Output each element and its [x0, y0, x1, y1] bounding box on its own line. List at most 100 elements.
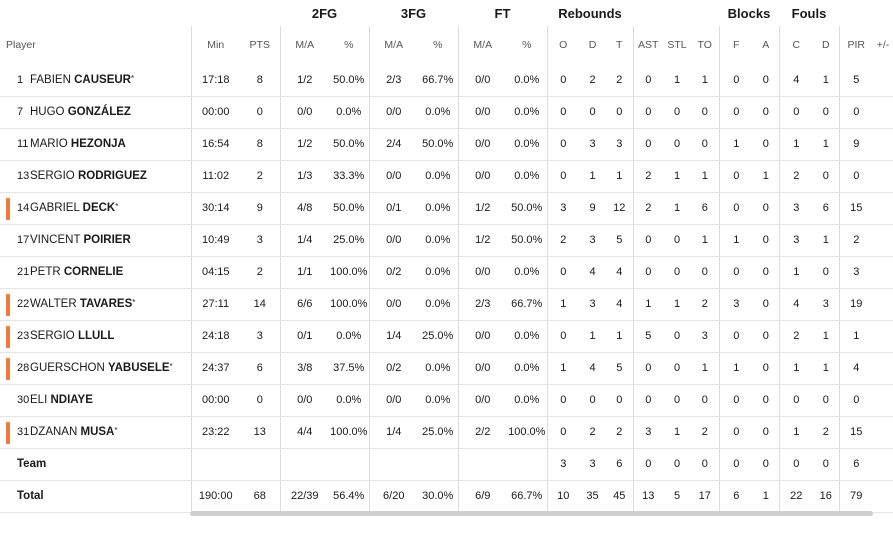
col-header-blocks-f[interactable]: F — [718, 26, 753, 64]
cell-ast: 0 — [632, 448, 663, 481]
group-header-row: 2FG 3FG FT Rebounds Blocks Fouls — [0, 0, 893, 26]
table-row[interactable]: 30ELI NDIAYE 00:00 0 0/0 0.0% 0/0 0.0% 0/0 0.0% 0… — [0, 384, 893, 417]
col-header-ft-ma[interactable]: M/A — [457, 26, 507, 64]
player-cell[interactable]: 30ELI NDIAYE — [0, 384, 191, 417]
cell-t: 4 — [606, 256, 633, 289]
col-header-pts[interactable]: PTS — [249, 39, 270, 51]
table-row[interactable]: 1 FABIEN CAUSEUR* 17:18 8 1/2 50.0% 2/3 66.7% 0/… — [0, 64, 893, 97]
cell-pm — [873, 256, 893, 289]
col-header-ast[interactable]: AST — [632, 26, 663, 64]
horizontal-scrollbar[interactable] — [190, 511, 873, 516]
cell-ast: 3 — [632, 416, 663, 449]
col-header-o[interactable]: O — [546, 26, 579, 64]
player-last-name: HEZONJA — [70, 138, 126, 150]
cell-pir: 0 — [838, 384, 873, 417]
table-row[interactable]: 23SERGIO LLULL 24:18 3 0/1 0.0% 1/4 25.0% 0/0 0.… — [0, 320, 893, 353]
col-header-plus-minus[interactable]: +/- — [876, 39, 890, 51]
cell-pm — [873, 288, 893, 321]
cell-ft-pct: 0.0% — [507, 96, 547, 129]
player-cell[interactable]: 23SERGIO LLULL — [0, 320, 191, 353]
player-number: 1 — [17, 73, 24, 86]
cell-fd: 0 — [813, 448, 839, 481]
col-header-t[interactable]: T — [616, 39, 623, 51]
player-first-name: DZANAN — [30, 426, 78, 438]
col-header-stl[interactable]: STL — [667, 39, 687, 51]
cell-d: 35 — [579, 480, 606, 513]
cell-to: 1 — [691, 160, 719, 193]
table-row[interactable]: 17VINCENT POIRIER 10:49 3 1/4 25.0% 0/0 0.0% 1/… — [0, 224, 893, 257]
cell-min: 17:18 — [190, 64, 240, 97]
cell-pts: 0 — [240, 96, 280, 129]
cell-t: 3 — [606, 128, 633, 161]
cell-ft-ma: 6/9 — [457, 480, 507, 513]
col-header-2fg-pct[interactable]: % — [344, 39, 354, 51]
cell-ft-ma: 1/2 — [457, 224, 507, 257]
starter-star: * — [169, 362, 173, 371]
table-row[interactable]: 14GABRIEL DECK* 30:14 9 4/8 50.0% 0/1 0.0% 1/2 5… — [0, 192, 893, 225]
player-last-name: DECK — [82, 202, 116, 214]
cell-fd: 1 — [813, 352, 839, 385]
col-header-3fg-ma[interactable]: M/A — [368, 26, 418, 64]
cell-ft-ma: 0/0 — [457, 128, 507, 161]
player-cell[interactable]: 1 FABIEN CAUSEUR* — [0, 64, 191, 97]
col-header-fouls-d[interactable]: D — [821, 39, 830, 51]
player-name[interactable]: HUGO GONZÁLEZ — [30, 106, 131, 118]
col-header-pir[interactable]: PIR — [838, 26, 873, 64]
column-header-row: Player Min PTS M/A % M/A % M/A % O D T A… — [0, 26, 893, 64]
cell-t: 1 — [606, 320, 633, 353]
col-header-3fg-pct[interactable]: % — [433, 39, 443, 51]
cell-min: 04:15 — [190, 256, 240, 289]
player-cell[interactable]: 22WALTER TAVARES* — [0, 288, 191, 321]
cell-bf: 0 — [718, 64, 753, 97]
player-name[interactable]: WALTER TAVARES* — [30, 298, 135, 310]
player-name[interactable]: FABIEN CAUSEUR* — [30, 74, 134, 86]
table-row[interactable]: 13SERGIO RODRIGUEZ 11:02 2 1/3 33.3% 0/0 0.0% 0… — [0, 160, 893, 193]
col-header-min[interactable]: Min — [190, 26, 240, 64]
cell-pts — [240, 448, 280, 481]
col-header-2fg-ma[interactable]: M/A — [279, 26, 329, 64]
player-first-name: GABRIEL — [30, 202, 80, 214]
player-name[interactable]: SERGIO RODRIGUEZ — [30, 170, 147, 182]
player-name[interactable]: PETR CORNELIE — [30, 266, 123, 278]
col-header-player[interactable]: Player — [6, 39, 36, 51]
table-row[interactable]: 7 HUGO GONZÁLEZ 00:00 0 0/0 0.0% 0/0 0.0% 0/0 0.0… — [0, 96, 893, 129]
player-cell[interactable]: 31DZANAN MUSA* — [0, 416, 191, 449]
col-header-ft-pct[interactable]: % — [522, 39, 532, 51]
table-row[interactable]: 28GUERSCHON YABUSELE* 24:37 6 3/8 37.5% 0/2 0.… — [0, 352, 893, 385]
player-cell[interactable]: 21PETR CORNELIE — [0, 256, 191, 289]
player-name[interactable]: SERGIO LLULL — [30, 330, 114, 342]
cell-fg2-ma — [279, 448, 329, 481]
player-cell[interactable]: 13SERGIO RODRIGUEZ — [0, 160, 191, 193]
player-name[interactable]: ELI NDIAYE — [30, 394, 93, 406]
cell-o: 0 — [546, 416, 579, 449]
player-last-name: MUSA — [80, 426, 115, 438]
player-name[interactable]: DZANAN MUSA* — [30, 426, 117, 438]
col-header-d[interactable]: D — [588, 39, 597, 51]
player-name[interactable]: MARIO HEZONJA — [30, 138, 126, 150]
table-row[interactable]: 11 MARIO HEZONJA 16:54 8 1/2 50.0% 2/4 50.0% 0/0… — [0, 128, 893, 161]
col-header-blocks-a[interactable]: A — [762, 39, 770, 51]
player-cell[interactable]: 11 MARIO HEZONJA — [0, 128, 191, 161]
table-row[interactable]: 21PETR CORNELIE 04:15 2 1/1 100.0% 0/2 0.0% 0/0… — [0, 256, 893, 289]
cell-fc: 0 — [778, 384, 813, 417]
cell-stl: 1 — [663, 288, 691, 321]
cell-pir: 3 — [838, 256, 873, 289]
col-header-to[interactable]: TO — [697, 39, 712, 51]
table-row[interactable]: 31DZANAN MUSA* 23:22 13 4/4 100.0% 1/4 25.0% 2/… — [0, 416, 893, 449]
cell-fd: 1 — [813, 64, 839, 97]
cell-o: 0 — [546, 320, 579, 353]
cell-fd: 16 — [813, 480, 839, 513]
player-cell[interactable]: 14GABRIEL DECK* — [0, 192, 191, 225]
player-cell[interactable]: 7 HUGO GONZÁLEZ — [0, 96, 191, 129]
player-cell[interactable]: 17VINCENT POIRIER — [0, 224, 191, 257]
cell-stl: 0 — [663, 224, 691, 257]
cell-fg3-pct: 0.0% — [418, 352, 458, 385]
player-name[interactable]: GUERSCHON YABUSELE* — [30, 362, 173, 374]
player-cell[interactable]: 28GUERSCHON YABUSELE* — [0, 352, 191, 385]
player-name[interactable]: VINCENT POIRIER — [30, 234, 131, 246]
cell-fg2-pct: 25.0% — [329, 224, 369, 257]
player-name[interactable]: GABRIEL DECK* — [30, 202, 118, 214]
player-last-name: CAUSEUR — [74, 73, 131, 86]
col-header-fouls-c[interactable]: C — [778, 26, 813, 64]
table-row[interactable]: 22WALTER TAVARES* 27:11 14 6/6 100.0% 0/0 0.0%… — [0, 288, 893, 321]
